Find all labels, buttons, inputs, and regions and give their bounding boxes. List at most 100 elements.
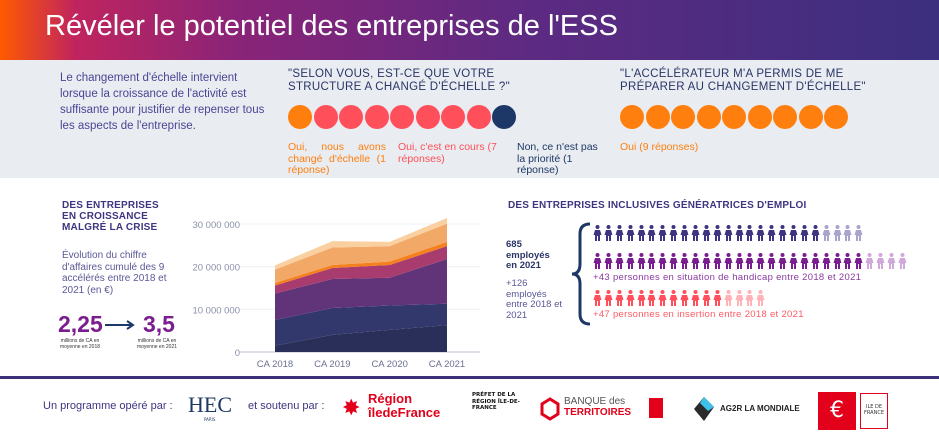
cdc-logo xyxy=(649,398,663,418)
person-icon xyxy=(604,290,613,310)
person-icon xyxy=(593,225,602,245)
bdt-logo-line1: BANQUE des xyxy=(564,396,626,407)
person-icon xyxy=(637,290,646,310)
person-icon xyxy=(615,290,624,310)
person-icon xyxy=(680,290,689,310)
response-dot xyxy=(415,105,440,129)
y-tick-label: 30 000 000 xyxy=(192,220,240,231)
person-icon xyxy=(615,225,624,245)
person-icon xyxy=(843,253,852,273)
person-icon xyxy=(691,290,700,310)
person-icon xyxy=(593,253,602,273)
response-dot xyxy=(492,105,516,129)
person-icon xyxy=(724,225,733,245)
x-tick-label: CA 2020 xyxy=(371,359,407,370)
employees-row xyxy=(593,225,863,245)
person-icon xyxy=(756,225,765,245)
person-icon xyxy=(658,290,667,310)
operated-by-label: Un programme opéré par : xyxy=(43,400,173,412)
bdt-hexagon-icon xyxy=(540,397,560,421)
bdt-logo: BANQUE des TERRITOIRES xyxy=(564,396,631,418)
person-icon xyxy=(724,253,733,273)
person-icon xyxy=(756,253,765,273)
survey2-dots xyxy=(620,105,848,129)
response-dot xyxy=(696,105,721,129)
person-icon xyxy=(702,253,711,273)
person-icon xyxy=(767,253,776,273)
person-icon xyxy=(669,290,678,310)
response-dot xyxy=(313,105,338,129)
response-dot xyxy=(441,105,465,129)
person-icon xyxy=(745,225,754,245)
insertion-label: +47 personnes en insertion entre 2018 et… xyxy=(593,309,804,320)
response-dot xyxy=(466,105,491,129)
value-2021: 3,5 xyxy=(143,311,175,337)
person-icon xyxy=(604,253,613,273)
y-tick-label: 20 000 000 xyxy=(192,263,240,274)
survey1-answer-1: Oui, nous avons changé d'échelle (1 répo… xyxy=(288,141,386,176)
person-icon xyxy=(691,253,700,273)
person-icon xyxy=(735,290,744,310)
region-logo: Région îledeFrance xyxy=(368,392,440,420)
response-dot xyxy=(798,105,823,129)
person-icon xyxy=(658,253,667,273)
handicap-label: +43 personnes en situation de handicap e… xyxy=(593,272,862,283)
caisse-epargne-logo-icon: € xyxy=(818,392,856,430)
employment-total: 685 employés en 2021 xyxy=(506,239,550,271)
person-icon xyxy=(756,290,765,310)
response-dot xyxy=(824,105,848,129)
person-icon xyxy=(854,253,863,273)
person-icon xyxy=(680,253,689,273)
person-icon xyxy=(898,253,907,273)
response-dot xyxy=(390,105,414,129)
area-series xyxy=(275,223,447,283)
person-icon xyxy=(865,253,874,273)
revenue-area-chart: 0 10 000 000 20 000 000 30 000 000 CA 2018 CA… xyxy=(192,218,480,370)
person-icon xyxy=(800,225,809,245)
x-tick-label: CA 2018 xyxy=(257,359,293,370)
bdt-logo-line2: TERRITOIRES xyxy=(564,407,632,418)
person-icon xyxy=(658,225,667,245)
person-icon xyxy=(637,225,646,245)
intro-text: Le changement d'échelle intervient lorsq… xyxy=(60,72,265,132)
person-icon xyxy=(833,253,842,273)
prefet-logo: PRÉFET DE LA RÉGION ÎLE-DE-FRANCE xyxy=(472,392,520,411)
person-icon xyxy=(822,253,831,273)
person-icon xyxy=(778,253,787,273)
person-icon xyxy=(724,290,733,310)
brace-icon xyxy=(571,222,591,326)
person-icon xyxy=(702,225,711,245)
response-dot xyxy=(620,105,644,129)
person-icon xyxy=(626,225,635,245)
person-icon xyxy=(713,253,722,273)
growth-description: Évolution du chiffre d'affaires cumulé d… xyxy=(62,250,167,296)
person-icon xyxy=(789,253,798,273)
person-icon xyxy=(604,225,613,245)
area-series xyxy=(275,258,447,320)
y-tick-label: 10 000 000 xyxy=(192,305,240,316)
footer-divider xyxy=(0,376,939,379)
area-series xyxy=(275,325,447,352)
response-dot xyxy=(339,105,363,129)
region-logo-line2: îledeFrance xyxy=(368,405,441,420)
area-series xyxy=(275,241,447,286)
person-icon xyxy=(800,253,809,273)
person-icon xyxy=(833,225,842,245)
region-logo-line1: Région xyxy=(368,391,413,406)
page-title: Révéler le potentiel des entreprises de … xyxy=(45,10,618,42)
ag2r-logo: AG2R LA MONDIALE xyxy=(720,404,800,413)
person-icon xyxy=(669,253,678,273)
survey1-question: "SELON VOUS, EST-CE QUE VOTRE STRUCTURE … xyxy=(288,68,510,93)
value-2018: 2,25 xyxy=(58,311,103,337)
survey2-answer-1: Oui (9 réponses) xyxy=(620,141,699,153)
person-icon xyxy=(887,253,896,273)
person-icon xyxy=(615,253,624,273)
person-icon xyxy=(593,290,602,310)
person-icon xyxy=(626,290,635,310)
person-icon xyxy=(680,225,689,245)
ag2r-logo-icon xyxy=(694,397,714,421)
insertion-row xyxy=(593,290,765,310)
person-icon xyxy=(702,290,711,310)
person-icon xyxy=(822,225,831,245)
person-icon xyxy=(745,253,754,273)
